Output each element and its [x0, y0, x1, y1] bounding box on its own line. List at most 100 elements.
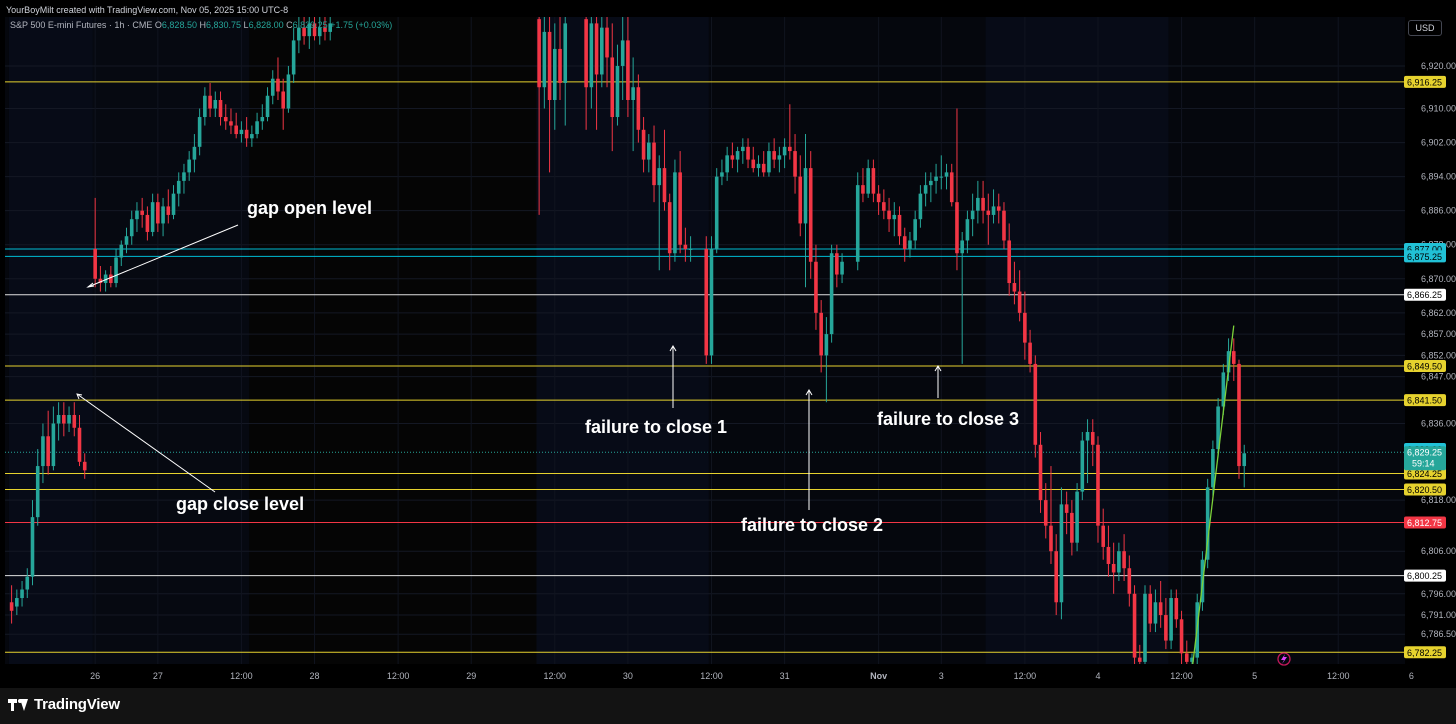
candle-body: [636, 87, 641, 130]
price-tag-bg: [1404, 516, 1446, 529]
candle-body: [9, 602, 14, 611]
candle-body: [145, 214, 150, 232]
candle: [683, 227, 688, 262]
price-axis[interactable]: [1405, 17, 1456, 664]
candle-body: [307, 23, 312, 37]
candle: [98, 266, 103, 292]
candle-body: [777, 155, 782, 160]
candle-body: [662, 168, 667, 203]
candle-body: [1096, 444, 1100, 526]
candle: [636, 74, 641, 143]
candle: [1017, 270, 1022, 322]
candle: [276, 57, 280, 101]
candle: [297, 17, 301, 54]
candle: [1049, 466, 1053, 564]
candle-body: [615, 65, 620, 118]
candle: [1096, 436, 1100, 543]
candle-body: [558, 48, 562, 83]
candle-body: [908, 240, 912, 249]
time-tick-label: 12:00: [1014, 671, 1037, 681]
candle-body: [1143, 593, 1147, 662]
candle: [537, 17, 541, 215]
candle-body: [986, 210, 991, 215]
candle-body: [176, 180, 181, 194]
candle: [599, 17, 604, 88]
candle-body: [855, 185, 860, 262]
level-price-tag: 6,800.25: [1404, 569, 1446, 582]
candle: [652, 125, 656, 203]
candle: [140, 197, 144, 228]
candle: [756, 155, 761, 177]
symbol-name[interactable]: S&P 500 E-mini Futures · 1h · CME: [10, 20, 153, 30]
candle: [129, 210, 134, 245]
candle: [808, 151, 813, 279]
ohlc-low-label: L: [243, 20, 249, 30]
candle-body: [610, 57, 615, 118]
candle-body: [1216, 406, 1220, 450]
candle: [594, 17, 599, 130]
candle-body: [1117, 551, 1121, 573]
price-tick-label: 6,796.00: [1421, 589, 1456, 599]
candle: [317, 17, 322, 45]
candle-body: [1028, 342, 1032, 364]
candle-body: [62, 414, 66, 424]
candle: [239, 121, 244, 143]
current-price-bg: [1404, 446, 1446, 471]
annotation-gap-open: gap open level: [247, 198, 372, 218]
candle: [981, 180, 985, 224]
ohlc-close-label: C: [286, 20, 293, 30]
candle-body: [20, 589, 24, 599]
candle: [897, 206, 902, 245]
candle: [234, 112, 238, 139]
candle: [605, 17, 609, 88]
session-band: [985, 17, 1169, 664]
candle-body: [1211, 449, 1215, 488]
candle: [563, 17, 568, 126]
tradingview-logo[interactable]: TradingView: [8, 696, 120, 713]
candle: [626, 17, 630, 118]
candle-body: [1007, 240, 1011, 284]
candle: [667, 193, 672, 271]
candle-body: [255, 121, 259, 135]
candle: [265, 87, 270, 122]
plot-area: gap open level gap close level failure to …: [5, 17, 1405, 664]
candle: [1028, 329, 1032, 373]
gap-open-arrowhead: [86, 282, 95, 288]
candle: [150, 193, 155, 237]
candle-body: [1012, 283, 1017, 292]
candle-body: [756, 163, 761, 169]
time-tick-label: 31: [780, 671, 790, 681]
candle-body: [814, 261, 818, 313]
level-price-tag: 6,866.25: [1404, 288, 1446, 301]
candle-body: [182, 172, 186, 181]
candle-body: [1033, 363, 1038, 445]
time-axis[interactable]: [5, 664, 1405, 688]
candle-body: [1164, 615, 1168, 641]
candle-body: [673, 172, 677, 254]
price-tag-text: 6,849.50: [1407, 362, 1442, 372]
price-tag-text: 6,800.25: [1407, 571, 1442, 581]
candle: [829, 244, 834, 343]
level-price-tag: 6,875.25: [1404, 250, 1446, 263]
candle-body: [213, 100, 218, 109]
candle-body: [605, 27, 609, 58]
price-tick-label: 6,806.00: [1421, 546, 1456, 556]
lightning-bolt: [1281, 654, 1287, 664]
candle: [662, 129, 667, 211]
candle: [1117, 542, 1121, 581]
candle: [1070, 500, 1074, 556]
candle: [145, 206, 150, 241]
candle-body: [270, 78, 275, 96]
currency-selector[interactable]: USD: [1408, 20, 1442, 36]
candle: [819, 300, 823, 373]
candle-body: [746, 146, 750, 160]
candle-body: [1080, 440, 1085, 492]
price-tag-bg: [1404, 250, 1446, 263]
candle: [77, 414, 82, 467]
candle-body: [286, 74, 291, 109]
candle: [746, 138, 750, 169]
price-tag-text: 6,824.25: [1407, 469, 1442, 479]
candle: [678, 151, 682, 254]
candle: [1184, 640, 1189, 664]
